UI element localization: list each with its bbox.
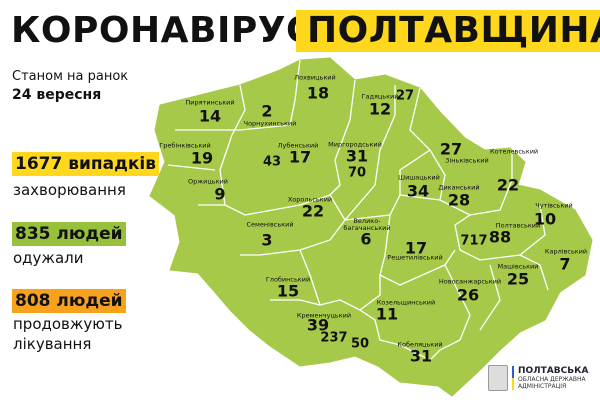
district-name: Кременчуцький bbox=[296, 311, 352, 320]
district-name: Лубенський bbox=[277, 141, 319, 150]
district-name: Глобинський bbox=[265, 275, 311, 284]
district-cases: 25 bbox=[506, 269, 530, 289]
district-cases: 31 bbox=[409, 346, 433, 366]
city-cases: 50 bbox=[350, 336, 370, 352]
administration-logo: ПОЛТАВСЬКА ОБЛАСНА ДЕРЖАВНА АДМІНІСТРАЦІ… bbox=[488, 365, 588, 391]
logo-line-2: ОБЛАСНА ДЕРЖАВНА bbox=[518, 376, 586, 383]
district-name: Семенівський bbox=[246, 220, 294, 229]
district-borders bbox=[167, 59, 549, 361]
district-cases: 88 bbox=[488, 227, 512, 247]
logo-line-1: ПОЛТАВСЬКА bbox=[518, 366, 589, 376]
district-name: Машівський bbox=[497, 262, 539, 271]
district-cases: 34 bbox=[406, 181, 430, 201]
city-cases: 43 bbox=[262, 154, 282, 170]
cases-label: захворювання bbox=[13, 181, 126, 199]
district-cases: 26 bbox=[456, 285, 480, 305]
logo-line-3: АДМІНІСТРАЦІЯ bbox=[518, 383, 567, 390]
district-cases: 3 bbox=[261, 230, 273, 250]
city-cases: 27 bbox=[395, 88, 415, 104]
district-cases: 19 bbox=[190, 148, 214, 168]
coat-of-arms-icon bbox=[488, 365, 508, 391]
district-name: Зіньківський bbox=[445, 156, 489, 165]
district-name: Велико-багачанський bbox=[343, 217, 391, 232]
district-cases: 6 bbox=[360, 229, 372, 249]
district-cases: 12 bbox=[368, 99, 392, 119]
district-name: Козельщинський bbox=[376, 298, 436, 307]
cases-total: 1677 випадків bbox=[12, 152, 159, 176]
district-name: Чорнухинський bbox=[243, 119, 297, 128]
district-name: Полтавський bbox=[495, 221, 541, 230]
district-name: Пирятинський bbox=[185, 98, 235, 107]
district-name: Оржицький bbox=[188, 177, 228, 186]
district-cases: 18 bbox=[306, 83, 330, 103]
flag-bar-icon bbox=[512, 366, 514, 390]
district-name: Хорольський bbox=[287, 195, 333, 204]
district-name: Кобеляцький bbox=[397, 340, 443, 349]
city-cases: 717 bbox=[460, 233, 488, 249]
district-cases: 27 bbox=[439, 139, 463, 159]
district-cases: 17 bbox=[404, 238, 428, 258]
district-cases: 14 bbox=[198, 106, 222, 126]
district-cases: 2 bbox=[261, 101, 273, 121]
date-caption: Станом на ранок bbox=[12, 69, 129, 84]
district-cases: 7 bbox=[559, 254, 571, 274]
district-name: Миргородський bbox=[328, 140, 382, 149]
district-cases: 9 bbox=[214, 184, 226, 204]
treatment-total: 808 людей bbox=[12, 289, 126, 313]
district-cases: 39 bbox=[306, 315, 330, 335]
recovered-label: одужали bbox=[13, 249, 84, 267]
oblast-outline bbox=[149, 57, 593, 397]
treatment-label-1: продовжують bbox=[13, 315, 123, 333]
district-name: Гребінківський bbox=[159, 141, 211, 150]
district-name: Диканський bbox=[438, 183, 480, 192]
district-cases: 31 bbox=[345, 146, 369, 166]
district-cases: 22 bbox=[301, 201, 325, 221]
district-name: Новосанжарський bbox=[438, 277, 502, 286]
recovered-total: 835 людей bbox=[12, 222, 126, 246]
district-name: Котелевський bbox=[490, 147, 539, 156]
city-cases: 237 bbox=[320, 330, 348, 346]
title-coronavirus: КОРОНАВІРУС. bbox=[11, 10, 328, 51]
district-cases: 17 bbox=[288, 147, 312, 167]
district-cases: 28 bbox=[447, 190, 471, 210]
district-cases: 15 bbox=[276, 281, 300, 301]
district-cases: 22 bbox=[496, 175, 520, 195]
district-name: Шишацький bbox=[398, 173, 440, 182]
district-name: Карлівський bbox=[544, 247, 588, 256]
date-value: 24 вересня bbox=[12, 87, 102, 103]
title-region: ПОЛТАВЩИНА bbox=[296, 10, 600, 52]
district-cases: 11 bbox=[375, 304, 399, 324]
district-name: Решетилівський bbox=[387, 253, 443, 262]
district-cases: 10 bbox=[533, 209, 557, 229]
district-name: Гадяцький bbox=[361, 92, 399, 101]
city-cases: 70 bbox=[347, 165, 367, 181]
treatment-label-2: лікування bbox=[13, 335, 92, 353]
district-name: Лохвицький bbox=[294, 73, 336, 82]
district-name: Чутівський bbox=[535, 201, 573, 210]
